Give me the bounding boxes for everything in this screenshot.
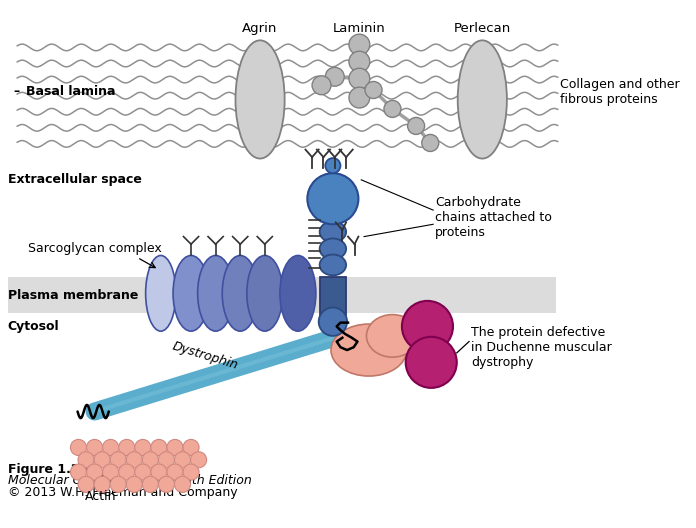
Ellipse shape bbox=[280, 256, 316, 331]
Circle shape bbox=[384, 100, 401, 117]
Ellipse shape bbox=[235, 40, 285, 158]
Text: Basal lamina: Basal lamina bbox=[26, 86, 115, 98]
Circle shape bbox=[119, 439, 135, 456]
Circle shape bbox=[183, 464, 199, 480]
Circle shape bbox=[126, 476, 142, 493]
Text: Plasma membrane: Plasma membrane bbox=[8, 289, 138, 301]
Circle shape bbox=[319, 307, 347, 336]
Circle shape bbox=[142, 476, 159, 493]
Circle shape bbox=[167, 439, 183, 456]
Circle shape bbox=[94, 476, 110, 493]
Text: –: – bbox=[14, 86, 24, 98]
Ellipse shape bbox=[319, 254, 346, 275]
Circle shape bbox=[422, 135, 438, 152]
Circle shape bbox=[408, 117, 425, 135]
Ellipse shape bbox=[173, 256, 209, 331]
Circle shape bbox=[70, 439, 86, 456]
Circle shape bbox=[102, 464, 119, 480]
Text: The protein defective
in Duchenne muscular
dystrophy: The protein defective in Duchenne muscul… bbox=[471, 326, 612, 369]
Circle shape bbox=[365, 81, 382, 99]
Circle shape bbox=[110, 476, 126, 493]
Circle shape bbox=[183, 439, 199, 456]
Circle shape bbox=[151, 464, 167, 480]
Ellipse shape bbox=[458, 40, 507, 158]
Ellipse shape bbox=[145, 256, 176, 331]
Circle shape bbox=[110, 452, 126, 468]
Circle shape bbox=[135, 439, 151, 456]
Circle shape bbox=[175, 476, 191, 493]
Circle shape bbox=[325, 158, 340, 173]
Circle shape bbox=[86, 464, 102, 480]
Circle shape bbox=[349, 68, 370, 89]
Text: Carbohydrate
chains attached to
proteins: Carbohydrate chains attached to proteins bbox=[435, 196, 552, 239]
Circle shape bbox=[349, 87, 370, 108]
Text: Extracellular space: Extracellular space bbox=[8, 173, 141, 186]
Circle shape bbox=[142, 452, 159, 468]
Circle shape bbox=[102, 439, 119, 456]
Ellipse shape bbox=[331, 324, 406, 376]
Text: Cytosol: Cytosol bbox=[8, 320, 59, 333]
Text: Laminin: Laminin bbox=[333, 22, 386, 35]
Text: Figure 1.24: Figure 1.24 bbox=[8, 463, 88, 476]
Circle shape bbox=[167, 464, 183, 480]
Circle shape bbox=[308, 173, 358, 224]
Ellipse shape bbox=[222, 256, 258, 331]
Text: Actin: Actin bbox=[85, 490, 117, 503]
Circle shape bbox=[78, 452, 94, 468]
Circle shape bbox=[175, 452, 191, 468]
Circle shape bbox=[70, 464, 86, 480]
Circle shape bbox=[349, 34, 370, 55]
Text: © 2013 W.H. Freeman and Company: © 2013 W.H. Freeman and Company bbox=[8, 486, 237, 499]
Circle shape bbox=[78, 476, 94, 493]
Ellipse shape bbox=[367, 315, 418, 357]
Ellipse shape bbox=[319, 239, 346, 259]
Circle shape bbox=[119, 464, 135, 480]
Bar bbox=[8, 277, 556, 313]
Circle shape bbox=[325, 67, 345, 86]
Circle shape bbox=[312, 76, 331, 95]
Circle shape bbox=[406, 337, 457, 388]
Ellipse shape bbox=[319, 221, 346, 242]
Text: Dystrophin: Dystrophin bbox=[171, 340, 239, 372]
Bar bbox=[319, 277, 346, 315]
Circle shape bbox=[191, 452, 207, 468]
Circle shape bbox=[349, 51, 370, 72]
Circle shape bbox=[135, 464, 151, 480]
Circle shape bbox=[86, 439, 102, 456]
Text: Perlecan: Perlecan bbox=[454, 22, 511, 35]
Ellipse shape bbox=[198, 256, 234, 331]
Circle shape bbox=[126, 452, 142, 468]
Circle shape bbox=[159, 476, 175, 493]
Circle shape bbox=[159, 452, 175, 468]
Ellipse shape bbox=[247, 256, 283, 331]
Text: Agrin: Agrin bbox=[242, 22, 278, 35]
Circle shape bbox=[151, 439, 167, 456]
Circle shape bbox=[94, 452, 110, 468]
Text: Molecular Cell Biology, Seventh Edition: Molecular Cell Biology, Seventh Edition bbox=[8, 474, 251, 487]
Text: Sarcoglycan complex: Sarcoglycan complex bbox=[28, 242, 161, 256]
Text: Collagen and other
fibrous proteins: Collagen and other fibrous proteins bbox=[560, 78, 679, 106]
Circle shape bbox=[402, 301, 453, 352]
